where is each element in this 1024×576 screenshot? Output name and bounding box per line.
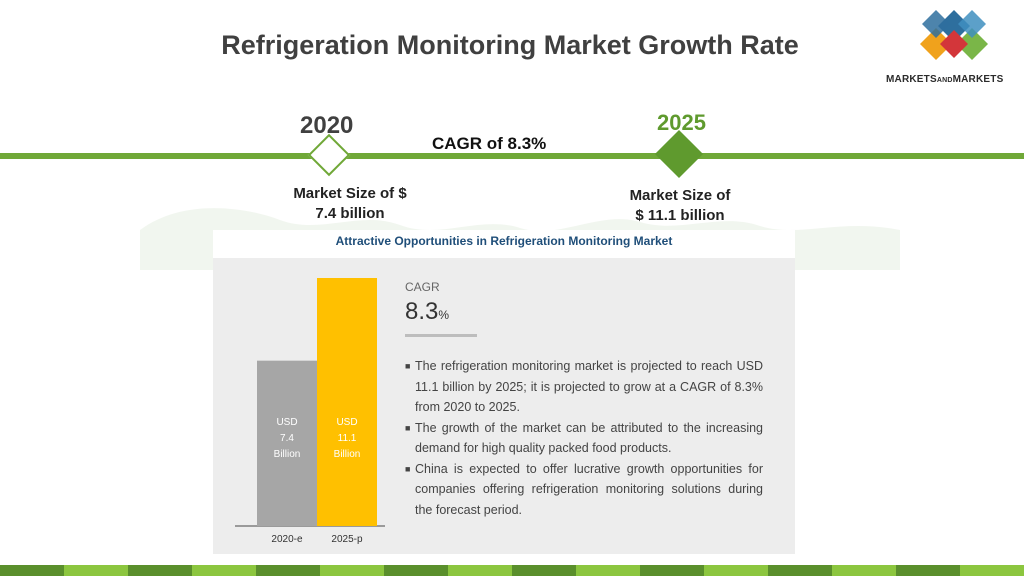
cagr-label: CAGR of 8.3% [432, 134, 547, 153]
cagr-heading: CAGR [405, 280, 440, 294]
footer-stripe [448, 565, 512, 576]
end-market-size: Market Size of $ 11.1 billion [600, 186, 760, 226]
key-points-list: ■ The refrigeration monitoring market is … [405, 356, 763, 520]
end-marker-icon [654, 129, 704, 179]
bullet-square-icon: ■ [405, 463, 411, 474]
footer-stripe [896, 565, 960, 576]
start-marker-icon [307, 133, 351, 177]
footer-stripe [832, 565, 896, 576]
x-tick-label: 2025-p [331, 534, 363, 545]
footer-stripe [64, 565, 128, 576]
bar-data-label: USD [336, 417, 357, 428]
timeline-line [0, 153, 1024, 159]
footer-stripe [384, 565, 448, 576]
bar-data-label: Billion [334, 449, 361, 460]
bullet-square-icon: ■ [405, 361, 411, 371]
end-size-line2: $ 11.1 billion [635, 207, 725, 224]
start-size-line2: 7.4 billion [315, 205, 385, 222]
footer-stripe [256, 565, 320, 576]
bar-data-label: Billion [274, 449, 301, 460]
bar-data-label: 7.4 [280, 433, 294, 444]
footer-stripe [320, 565, 384, 576]
key-point: ■ The refrigeration monitoring market is … [405, 356, 763, 418]
company-logo: MARKETSANDMARKETS [886, 8, 1018, 88]
panel-title: Attractive Opportunities in Refrigeratio… [335, 234, 673, 248]
slide-title: Refrigeration Monitoring Market Growth R… [221, 30, 799, 60]
start-market-size: Market Size of $ 7.4 billion [270, 184, 430, 224]
footer-stripe [128, 565, 192, 576]
bar-data-label: 11.1 [338, 433, 357, 444]
footer-stripe [192, 565, 256, 576]
footer-stripe [512, 565, 576, 576]
logo-diamonds-icon [920, 10, 988, 60]
footer-stripes [0, 565, 1024, 576]
cagr-value: 8.3% [405, 298, 450, 325]
footer-stripe [960, 565, 1024, 576]
market-bar-chart: USD 7.4 Billion 2020-e USD 11.1 Billion 2025-p [235, 278, 385, 545]
end-size-line1: Market Size of [629, 187, 731, 204]
bar-2020-e [257, 360, 317, 526]
footer-stripe [576, 565, 640, 576]
key-point: ■ China is expected to offer lucrative gr… [405, 459, 763, 521]
footer-stripe [640, 565, 704, 576]
key-point: ■ The growth of the market can be attribu… [405, 418, 763, 459]
start-size-line1: Market Size of $ [293, 185, 407, 202]
logo-wordmark: MARKETSANDMARKETS [886, 74, 1004, 85]
bar-data-label: USD [276, 417, 297, 428]
x-tick-label: 2020-e [271, 534, 303, 545]
end-year-label: 2025 [657, 110, 706, 135]
footer-stripe [768, 565, 832, 576]
bullet-square-icon: ■ [405, 422, 411, 433]
cagr-divider [405, 334, 477, 337]
bar-2025-p [317, 278, 377, 526]
footer-stripe [704, 565, 768, 576]
opportunities-panel: Attractive Opportunities in Refrigeratio… [213, 230, 795, 554]
panel-body: USD 7.4 Billion 2020-e USD 11.1 Billion 2025-p … [213, 258, 795, 554]
footer-stripe [0, 565, 64, 576]
